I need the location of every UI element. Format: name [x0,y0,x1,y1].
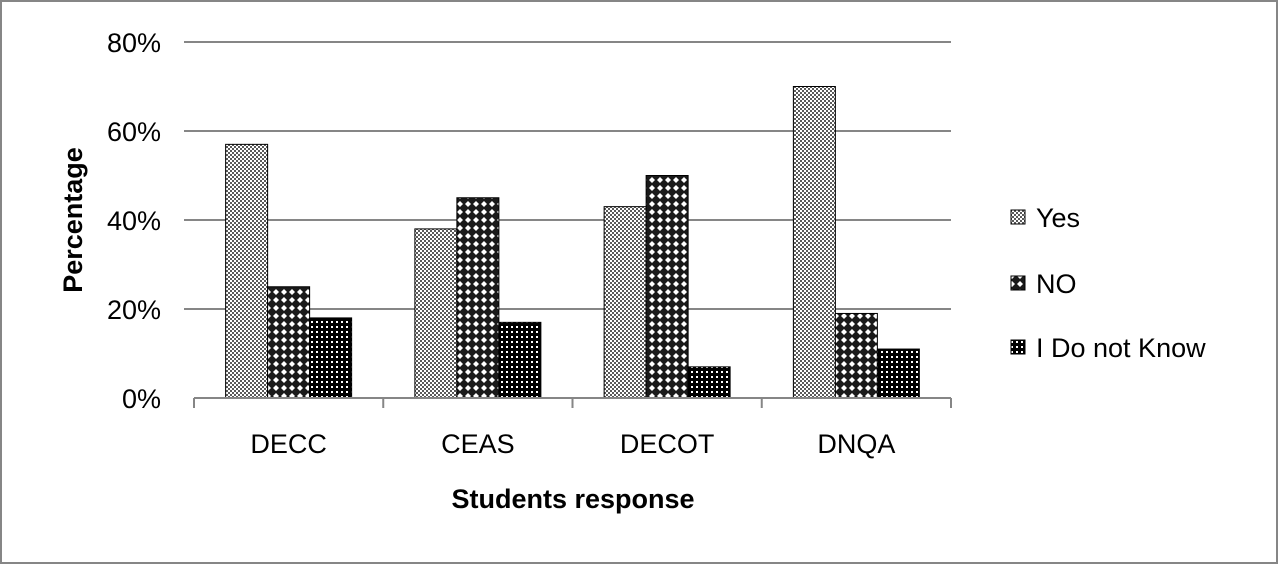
bars [225,86,920,399]
y-tick-label: 0% [122,384,161,414]
legend: Yes NO I Do not Know [1010,203,1206,363]
bar-no-decc [267,286,311,399]
legend-swatch-yes [1010,209,1026,225]
bar-i-do-not-know-dnqa [876,348,920,399]
x-axis-title: Students response [451,484,694,514]
y-tick-label: 80% [107,28,161,58]
legend-label: NO [1036,269,1077,299]
y-tick-label: 40% [107,206,161,236]
bar-i-do-not-know-ceas [498,321,542,399]
x-tick-label: DNQA [817,429,895,459]
x-tick-label: DECOT [620,429,715,459]
legend-swatch-no [1010,275,1026,291]
legend-swatch-i-do-not-know [1010,339,1026,355]
y-tick-label: 20% [107,295,161,325]
y-tick-label: 60% [107,117,161,147]
legend-label: I Do not Know [1036,333,1206,363]
bar-i-do-not-know-decot [687,366,731,399]
y-axis-title: Percentage [58,147,88,293]
x-axis-ticks: DECC CEAS DECOT DNQA [250,429,895,459]
bar-yes-dnqa [792,86,836,399]
bar-no-decot [645,175,689,399]
bar-no-ceas [456,197,500,399]
x-tick-label: DECC [250,429,327,459]
legend-label: Yes [1036,203,1080,233]
bar-i-do-not-know-decc [309,317,353,399]
bar-no-dnqa [834,312,878,399]
bar-yes-decc [225,143,269,399]
bar-yes-decot [603,206,647,399]
x-tick-label: CEAS [441,429,515,459]
bar-yes-ceas [414,228,458,399]
y-axis-ticks: 0% 20% 40% 60% 80% [107,28,161,414]
x-axis [193,397,952,408]
